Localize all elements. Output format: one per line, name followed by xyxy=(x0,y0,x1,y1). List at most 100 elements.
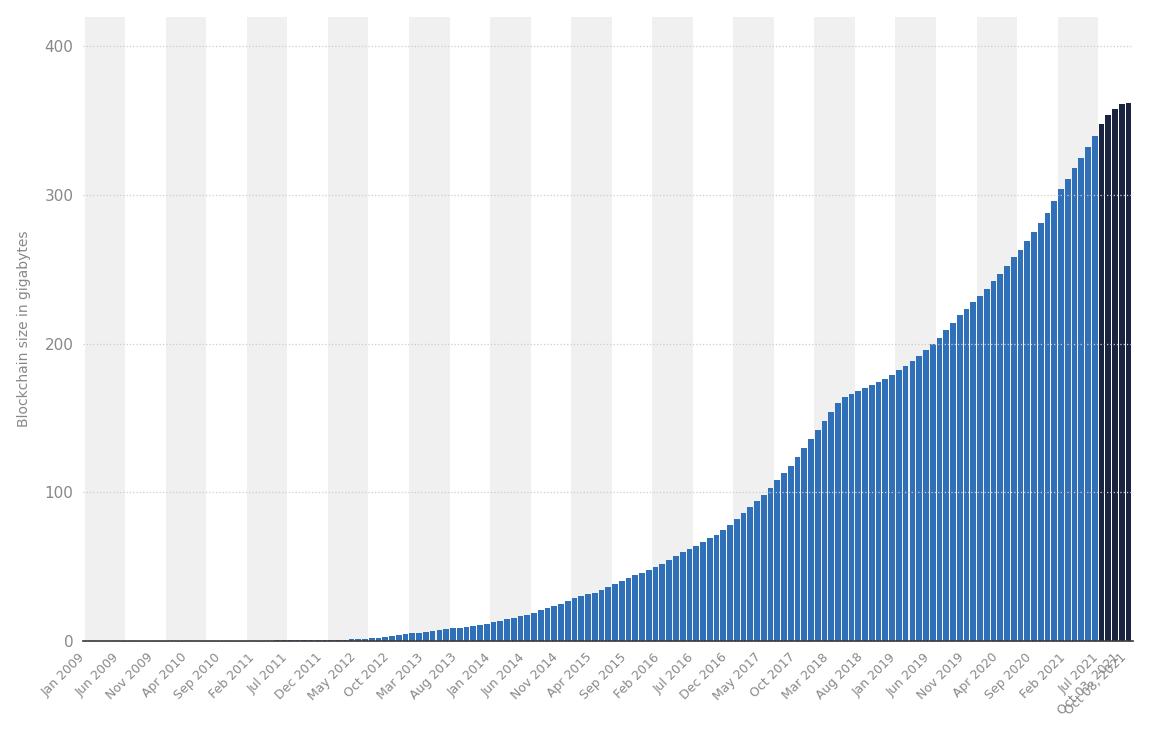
Bar xyxy=(936,338,942,641)
Bar xyxy=(788,465,794,641)
Bar xyxy=(1086,148,1091,641)
Bar xyxy=(1112,109,1118,641)
Bar xyxy=(402,634,408,641)
Bar xyxy=(1119,104,1125,641)
Bar xyxy=(950,323,956,641)
Bar xyxy=(1051,201,1057,641)
Bar xyxy=(328,17,368,641)
Bar xyxy=(1065,178,1071,641)
Bar xyxy=(477,625,483,641)
Bar xyxy=(734,519,739,641)
Bar xyxy=(889,375,895,641)
Bar xyxy=(984,288,990,641)
Bar xyxy=(978,296,983,641)
Bar xyxy=(774,17,814,641)
Bar xyxy=(910,361,915,641)
Bar xyxy=(605,587,611,641)
Bar xyxy=(457,628,462,641)
Bar xyxy=(368,17,409,641)
Bar xyxy=(551,606,557,641)
Bar xyxy=(659,564,665,641)
Bar xyxy=(416,633,422,641)
Bar xyxy=(808,439,814,641)
Bar xyxy=(1092,136,1098,641)
Bar xyxy=(166,17,206,641)
Bar xyxy=(842,397,848,641)
Bar xyxy=(849,394,854,641)
Bar xyxy=(875,382,881,641)
Bar xyxy=(530,17,572,641)
Bar xyxy=(632,575,638,641)
Bar xyxy=(125,17,166,641)
Bar xyxy=(572,597,577,641)
Bar xyxy=(1079,158,1084,641)
Bar xyxy=(795,457,800,641)
Bar xyxy=(1018,250,1024,641)
Bar xyxy=(971,302,976,641)
Bar xyxy=(585,594,591,641)
Bar xyxy=(692,17,734,641)
Bar xyxy=(206,17,247,641)
Bar xyxy=(707,538,713,641)
Bar xyxy=(409,17,450,641)
Bar xyxy=(497,621,503,641)
Bar xyxy=(484,624,490,641)
Bar xyxy=(748,507,753,641)
Bar xyxy=(85,17,125,641)
Bar xyxy=(802,448,807,641)
Bar xyxy=(308,640,314,641)
Bar xyxy=(578,595,584,641)
Bar xyxy=(247,17,288,641)
Bar xyxy=(389,636,394,641)
Bar xyxy=(355,639,361,641)
Bar xyxy=(700,542,706,641)
Bar xyxy=(463,627,469,641)
Bar xyxy=(511,618,516,641)
Bar xyxy=(592,592,598,641)
Bar xyxy=(1072,168,1078,641)
Bar xyxy=(964,310,969,641)
Bar xyxy=(896,371,902,641)
Bar xyxy=(774,480,780,641)
Bar xyxy=(639,573,645,641)
Bar xyxy=(666,560,672,641)
Bar xyxy=(673,556,678,641)
Bar xyxy=(335,640,340,641)
Bar xyxy=(869,385,875,641)
Bar xyxy=(383,637,389,641)
Bar xyxy=(490,17,530,641)
Bar xyxy=(612,584,618,641)
Bar xyxy=(821,421,827,641)
Bar xyxy=(1025,241,1030,641)
Bar xyxy=(504,619,509,641)
Bar xyxy=(1058,189,1064,641)
Bar xyxy=(896,17,936,641)
Bar xyxy=(524,615,530,641)
Bar xyxy=(612,17,652,641)
Bar xyxy=(828,412,834,641)
Bar xyxy=(376,638,382,641)
Bar xyxy=(781,473,787,641)
Bar xyxy=(518,617,523,641)
Bar xyxy=(856,391,861,641)
Bar xyxy=(1038,223,1044,641)
Bar xyxy=(1044,213,1050,641)
Bar xyxy=(558,604,564,641)
Bar xyxy=(957,316,963,641)
Bar xyxy=(396,635,401,641)
Bar xyxy=(329,640,335,641)
Bar xyxy=(923,349,929,641)
Bar xyxy=(1126,103,1132,641)
Bar xyxy=(437,630,443,641)
Bar xyxy=(450,17,490,641)
Bar xyxy=(470,626,476,641)
Bar xyxy=(369,638,375,641)
Bar xyxy=(1138,17,1150,641)
Bar xyxy=(1032,232,1037,641)
Bar xyxy=(835,403,841,641)
Bar xyxy=(976,17,1017,641)
Bar xyxy=(315,640,321,641)
Bar xyxy=(687,549,692,641)
Bar xyxy=(342,639,347,641)
Bar xyxy=(572,17,612,641)
